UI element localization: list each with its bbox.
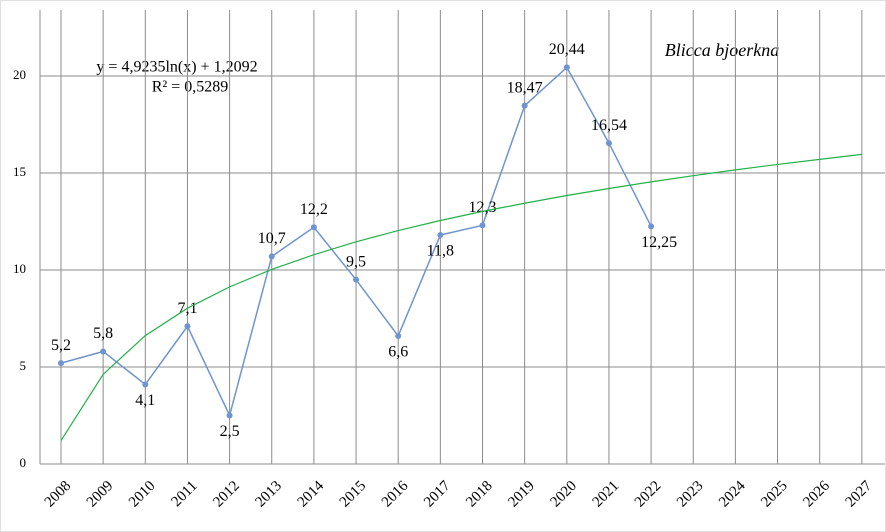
point [184, 323, 191, 330]
y-tick-label: 5 [20, 358, 27, 373]
data-label: 12,25 [641, 234, 677, 251]
y-tick-label: 15 [13, 164, 26, 179]
data-label: 4,1 [135, 392, 155, 409]
point [521, 102, 528, 109]
y-tick-label: 10 [13, 261, 26, 276]
y-tick-label: 20 [13, 67, 26, 82]
data-label: 9,5 [346, 253, 366, 270]
data-label: 18,47 [507, 79, 543, 96]
data-label: 12,3 [469, 199, 497, 216]
point [437, 232, 444, 239]
equation: y = 4,9235ln(x) + 1,2092 [96, 59, 257, 76]
data-label: 5,8 [93, 325, 113, 342]
chart-title: Blicca bjoerkna [665, 40, 779, 60]
point [605, 140, 612, 147]
point [648, 223, 655, 230]
data-label: 20,44 [549, 41, 585, 58]
point [353, 276, 360, 283]
point [310, 224, 317, 231]
trend-line [60, 153, 862, 441]
data-label: 12,2 [300, 201, 328, 218]
point [563, 64, 570, 71]
data-label: 5,2 [51, 337, 71, 354]
data-label: 11,8 [427, 243, 454, 260]
data-label: 10,7 [258, 230, 286, 247]
point [268, 253, 275, 260]
data-label: 16,54 [591, 117, 627, 134]
point [58, 360, 64, 367]
point [226, 412, 233, 419]
point [100, 348, 107, 355]
data-label: 6,6 [388, 344, 408, 361]
point [395, 332, 402, 339]
point [142, 381, 149, 388]
point [479, 222, 486, 229]
data-label: 2,5 [220, 423, 240, 440]
r-squared: R² = 0,5289 [152, 79, 229, 96]
y-tick-label: 0 [20, 455, 27, 470]
